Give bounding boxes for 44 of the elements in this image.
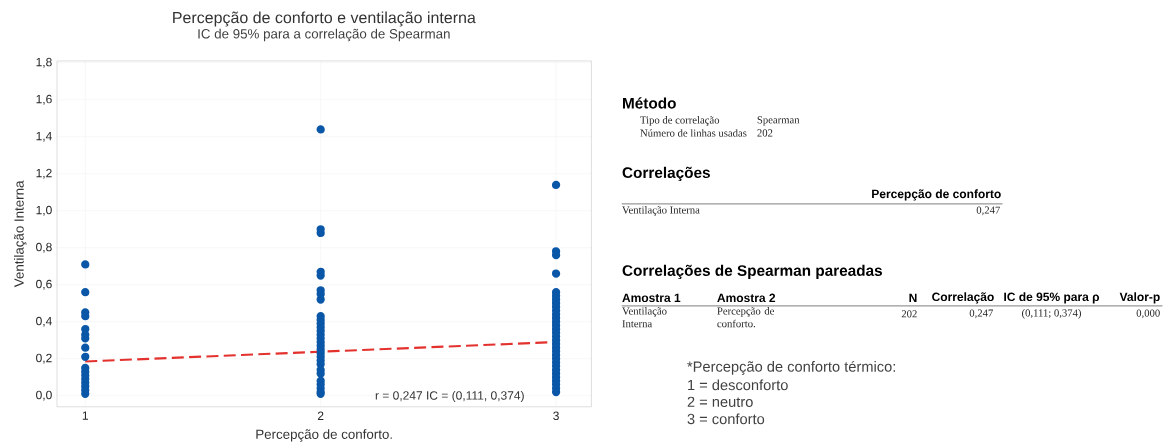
text: 202 bbox=[757, 129, 773, 137]
text: Amostra 1 bbox=[622, 293, 681, 303]
text: Valor-p bbox=[1119, 292, 1160, 304]
text: Número de linhas usadas bbox=[640, 129, 747, 137]
text: Ventilação Interna bbox=[622, 307, 667, 328]
text: Percepção de conforto. bbox=[717, 307, 774, 328]
text: Ventilação Interna bbox=[622, 206, 700, 216]
text: *Percepção de conforto térmico: bbox=[687, 360, 895, 375]
text: Correlações de Spearman pareadas bbox=[622, 264, 882, 279]
y-tick-label: 0,6 bbox=[36, 279, 52, 290]
text: Tipo de correlação bbox=[640, 116, 720, 126]
y-axis-title: Ventilação Interna bbox=[13, 180, 27, 288]
y-tick-label: 0,2 bbox=[36, 353, 52, 364]
y-tick-label: 0,8 bbox=[36, 242, 52, 253]
y-tick-label: 0,0 bbox=[36, 390, 52, 401]
text: IC de 95% para ρ bbox=[1004, 292, 1100, 304]
text: 2 = neutro bbox=[687, 396, 753, 407]
text: N bbox=[909, 293, 917, 302]
text: Correlações bbox=[622, 166, 710, 182]
chart-subtitle: IC de 95% para a correlação de Spearman bbox=[198, 28, 450, 42]
y-tick-label: 1,4 bbox=[36, 131, 52, 142]
text: 0,000 bbox=[1136, 309, 1160, 319]
y-tick-label: 0,4 bbox=[36, 316, 52, 327]
y-tick-label: 1,2 bbox=[36, 168, 52, 179]
x-tick-label: 2 bbox=[317, 411, 324, 420]
text: Spearman bbox=[757, 116, 800, 126]
text: Percepção de conforto bbox=[872, 189, 1001, 201]
x-tick-label: 1 bbox=[82, 411, 88, 420]
text: 3 = conforto bbox=[687, 413, 765, 425]
y-tick-label: 1,6 bbox=[36, 94, 52, 105]
text: Amostra 2 bbox=[717, 293, 776, 303]
text: Método bbox=[623, 97, 676, 109]
text: 202 bbox=[901, 310, 917, 318]
annotation: r = 0,247 IC = (0,111, 0,374) bbox=[375, 390, 524, 403]
x-axis-title: Percepção de conforto. bbox=[256, 429, 392, 442]
text: 1 = desconforto bbox=[688, 379, 788, 391]
text: Correlação bbox=[932, 292, 994, 304]
chart-title: Percepção de conforto e ventilação interna bbox=[173, 11, 476, 27]
text: 0,247 bbox=[976, 206, 1000, 216]
x-tick-label: 3 bbox=[553, 411, 559, 420]
text: 0,247 bbox=[969, 309, 993, 319]
y-tick-label: 1,0 bbox=[36, 205, 52, 216]
y-tick-label: 1,8 bbox=[36, 57, 52, 68]
text: (0,111; 0,374) bbox=[1022, 308, 1081, 319]
